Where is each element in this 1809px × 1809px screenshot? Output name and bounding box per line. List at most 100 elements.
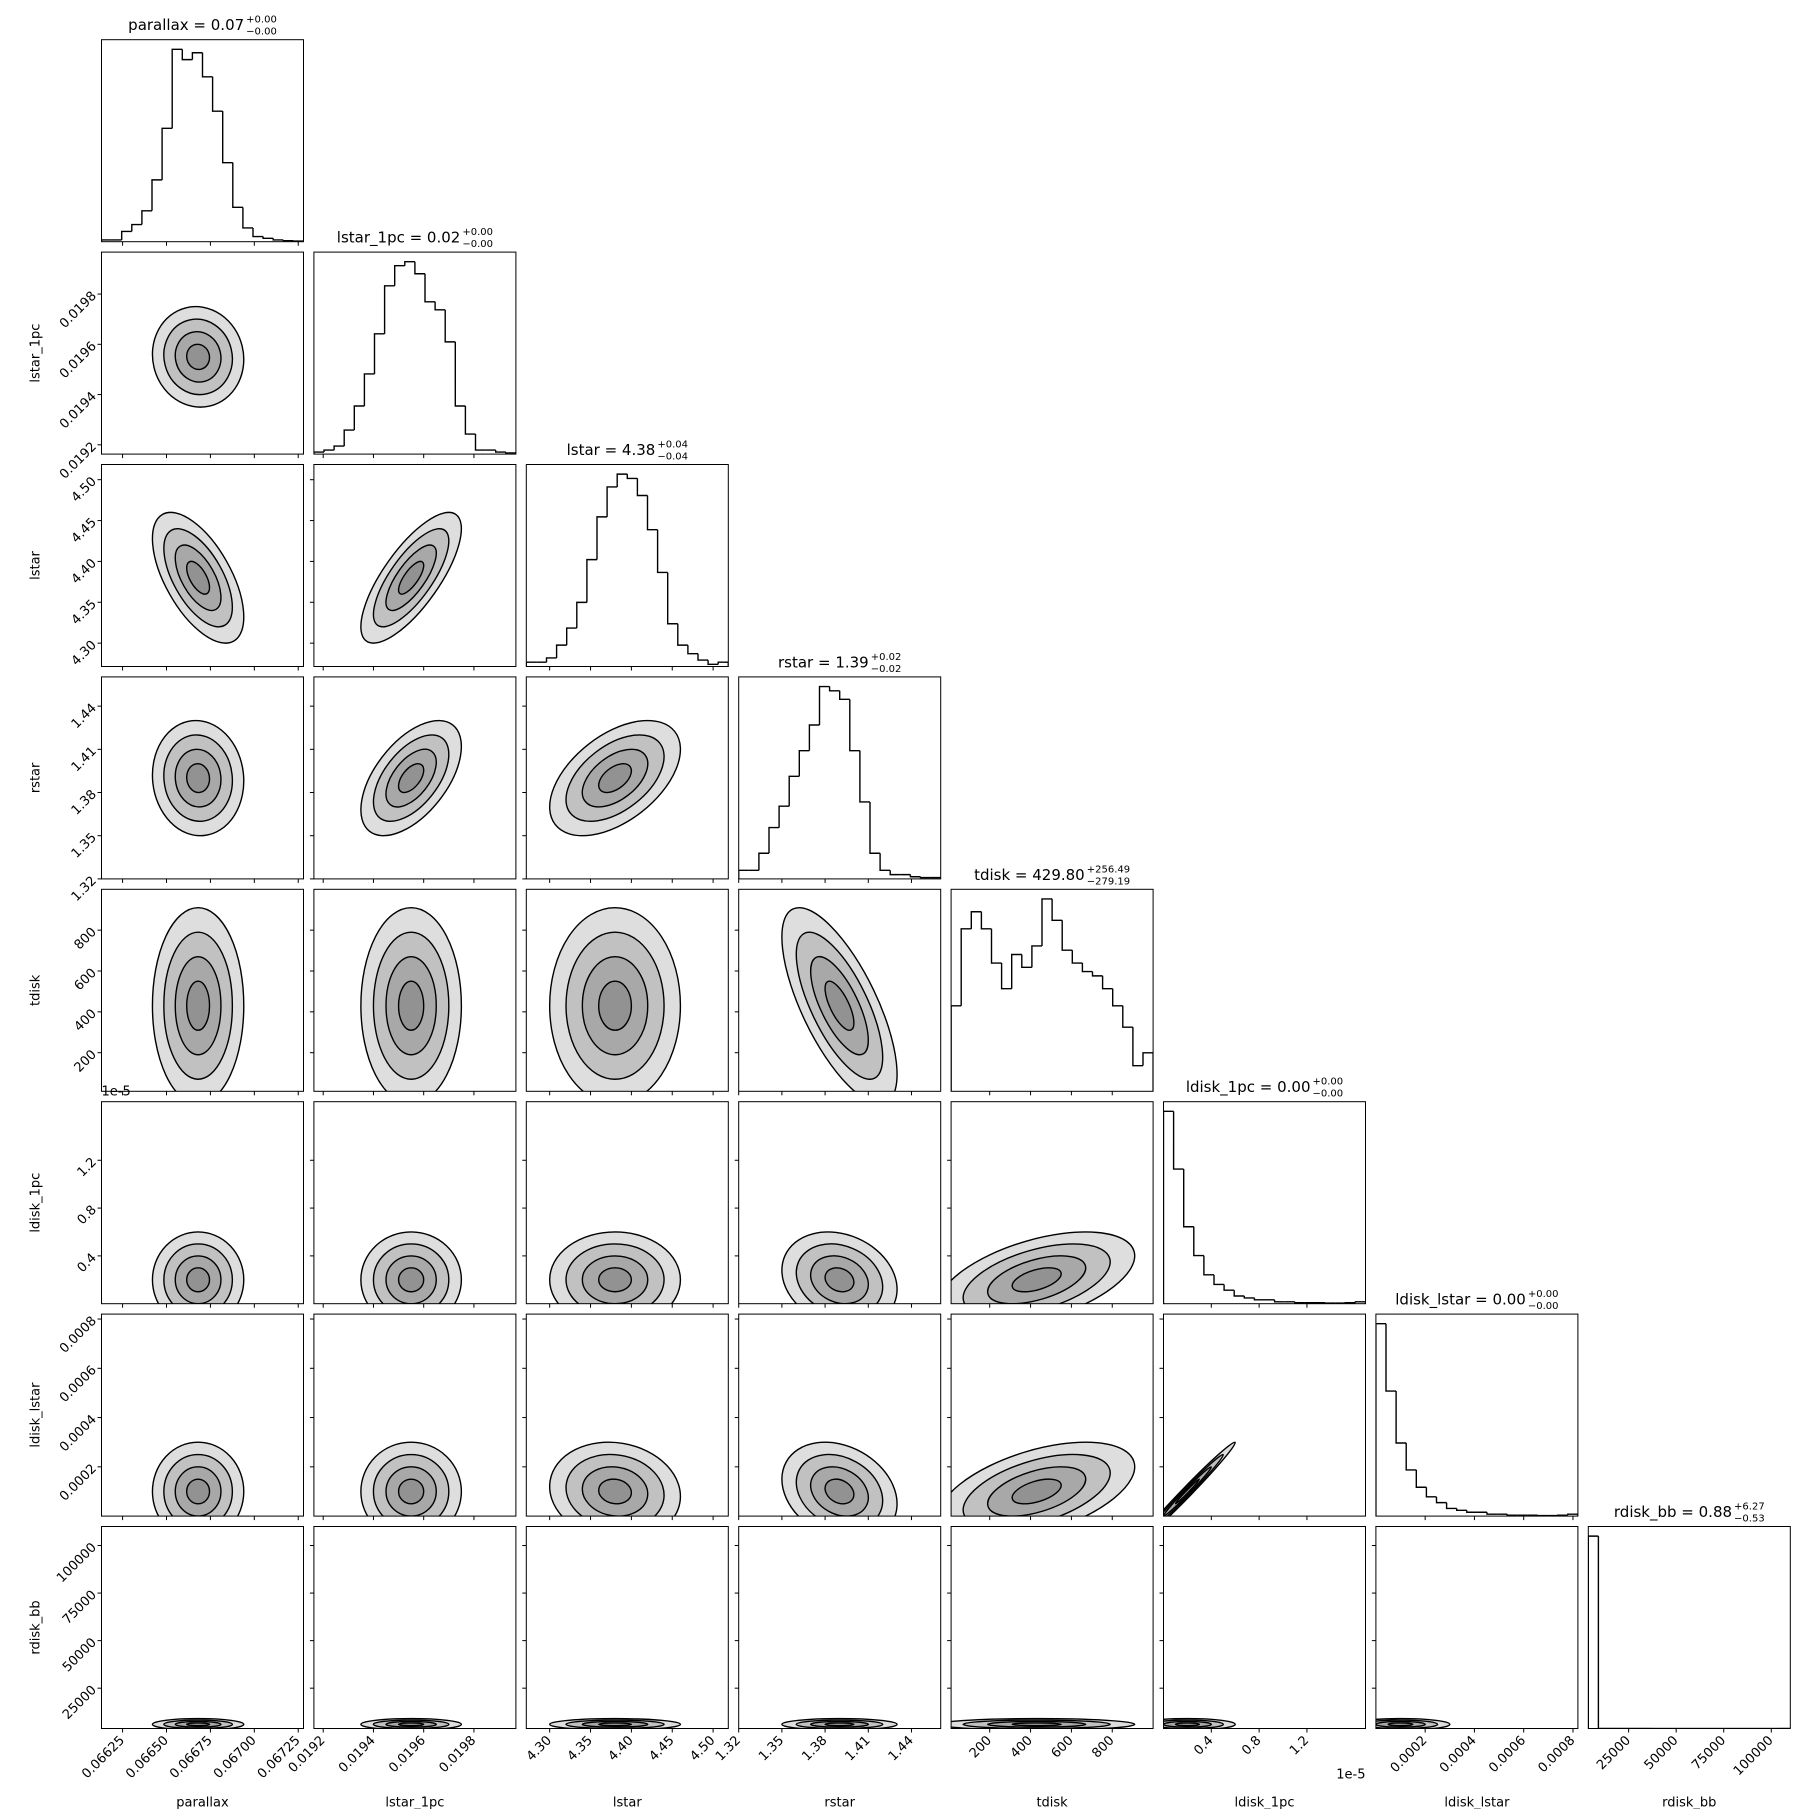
panel-title: lstar_1pc = 0.02: [337, 229, 461, 248]
y-tick-label: 4.50: [69, 474, 100, 505]
density-contour: [185, 343, 211, 371]
panel-title: parallax = 0.07: [128, 16, 244, 34]
panel-title: ldisk_lstar = 0.00: [1395, 1291, 1526, 1310]
density-contour: [385, 956, 437, 1056]
density-contour: [597, 1478, 633, 1505]
panel-content: [1375, 1717, 1451, 1729]
density-contour: [397, 1478, 425, 1505]
histogram-bin: [131, 223, 142, 232]
histogram-bin: [1163, 1110, 1174, 1304]
panel-content: [360, 906, 463, 1092]
x-tick-label: 4.50: [687, 1733, 718, 1764]
density-contour: [809, 1720, 869, 1728]
panel-frame: [525, 676, 729, 880]
histogram-bin: [667, 572, 678, 625]
x-axis-label: rstar: [824, 1796, 855, 1809]
x-axis-label: parallax: [176, 1796, 229, 1809]
histogram-bin: [576, 601, 587, 629]
density-contour: [174, 331, 222, 383]
y-axis-label: lstar: [29, 550, 44, 579]
histogram-bin: [687, 645, 698, 655]
histogram-bin: [1132, 1027, 1143, 1067]
histogram-bin: [1506, 1514, 1518, 1516]
x-tick-label: 4.30: [524, 1733, 555, 1764]
density-contour: [1387, 1722, 1414, 1727]
panel-frame: [1587, 1526, 1791, 1729]
panel-content: [1163, 1110, 1366, 1304]
density-contour: [163, 931, 234, 1080]
x-tick-label: 4.40: [606, 1733, 637, 1764]
panel-frame: [525, 1313, 729, 1517]
density-contour: [795, 931, 884, 1080]
histogram-bin: [1051, 898, 1063, 921]
density-contour: [185, 1722, 211, 1727]
density-contour: [597, 1722, 633, 1727]
x-tick-label: 0.0196: [386, 1733, 429, 1776]
panel-frame: [101, 1526, 304, 1729]
density-contour: [1163, 1720, 1213, 1728]
histogram-bin: [201, 52, 213, 78]
x-tick-label: 0.0002: [1388, 1733, 1431, 1776]
density-contour: [781, 906, 898, 1092]
density-contour: [397, 980, 425, 1031]
histogram-bin: [232, 162, 243, 209]
panel-content: [151, 1231, 245, 1304]
density-contour: [151, 511, 245, 644]
panel-content: [1588, 1535, 1791, 1729]
density-contour: [397, 560, 425, 595]
density-contour: [385, 748, 437, 808]
title-minus: −0.00: [462, 239, 493, 250]
x-tick-label: 0.0006: [1486, 1733, 1529, 1776]
histogram-bin: [141, 210, 152, 225]
histogram-bin: [818, 685, 830, 725]
y-tick-label: 200: [72, 1047, 100, 1075]
histogram-bin: [404, 261, 415, 266]
histogram-bin: [1354, 1301, 1366, 1304]
panel-content: [781, 906, 898, 1092]
y-tick-label: 0.0002: [57, 1462, 100, 1505]
x-tick-label: 100000: [1731, 1733, 1777, 1779]
histogram-bin: [960, 928, 972, 1006]
panel-frame: [313, 251, 517, 455]
histogram-bin: [333, 445, 345, 451]
panel-frame: [313, 464, 517, 667]
panel-frame: [738, 888, 942, 1092]
histogram-bin: [586, 558, 597, 603]
density-contour: [824, 1478, 855, 1505]
histogram-bin: [808, 724, 820, 751]
y-tick-label: 0.8: [75, 1203, 100, 1228]
density-contour: [1011, 1267, 1062, 1293]
histogram-bin: [1203, 1255, 1214, 1276]
panel-frame: [950, 888, 1154, 1092]
density-contour: [385, 544, 437, 612]
histogram-bin: [1183, 1169, 1194, 1228]
x-tick-label: 1.41: [843, 1733, 874, 1764]
histogram-bin: [677, 623, 688, 646]
histogram-bin: [262, 236, 274, 239]
panel-frame: [101, 676, 304, 880]
density-contour: [151, 1231, 245, 1304]
density-contour: [809, 1466, 869, 1517]
panel-content: [548, 1441, 682, 1517]
histogram-bin: [252, 227, 264, 238]
histogram-bin: [424, 273, 436, 303]
density-contour: [597, 1267, 633, 1293]
histogram-bin: [1091, 971, 1103, 977]
y-tick-label: 50000: [60, 1635, 100, 1675]
x-tick-label: 4.35: [565, 1733, 596, 1764]
panel-content: [548, 1231, 682, 1304]
y-tick-label: 0.0198: [57, 289, 100, 332]
x-tick-label: 50000: [1642, 1733, 1682, 1773]
histogram-bin: [495, 450, 506, 453]
histogram-bin: [1101, 975, 1113, 990]
x-tick-label: 0.06700: [211, 1733, 260, 1782]
histogram-bin: [373, 333, 385, 374]
histogram-bin: [526, 661, 537, 667]
panel-frame: [1163, 1101, 1366, 1305]
density-contour: [163, 1453, 234, 1517]
x-tick-label: 0.06675: [167, 1733, 216, 1782]
y-tick-label: 4.40: [69, 556, 100, 587]
density-contour: [185, 763, 211, 794]
panel-content: [781, 1231, 898, 1304]
histogram-bin: [606, 486, 618, 517]
